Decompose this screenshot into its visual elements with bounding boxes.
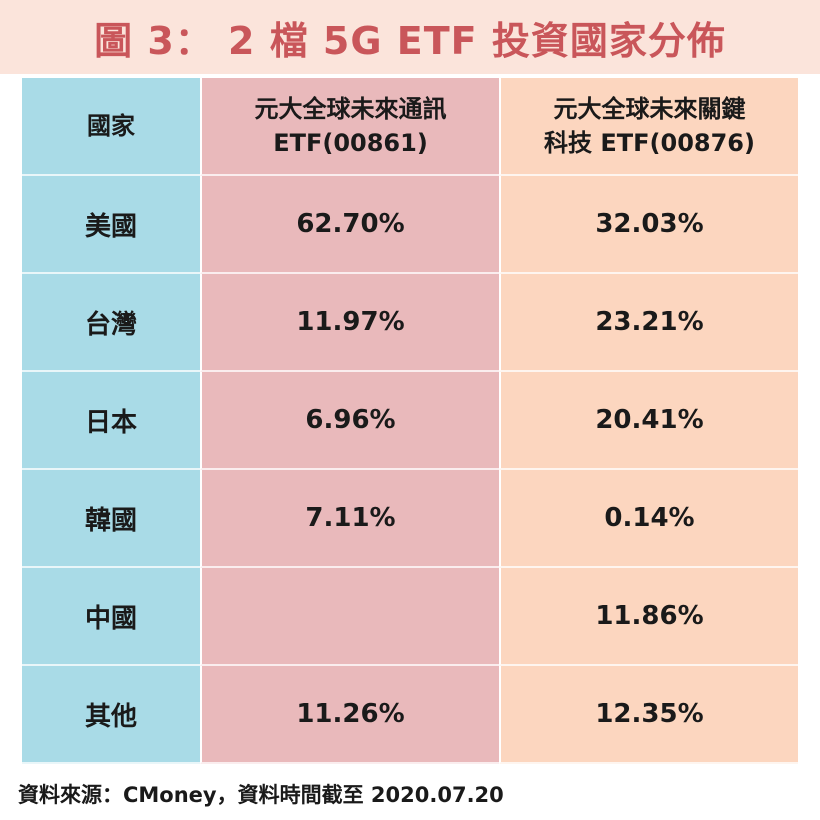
source-note: 資料來源：CMoney，資料時間截至 2020.07.20 [18,783,504,807]
row-etf-00876-cell: 12.35% [499,666,798,764]
header-country: 國家 [22,78,200,176]
header-etf-00861-line2: ETF(00861) [273,129,428,157]
row-etf-00876-cell: 32.03% [499,176,798,274]
header-etf-00876: 元大全球未來關鍵 科技 ETF(00876) [499,78,798,176]
row-etf-00876-cell: 11.86% [499,568,798,666]
row-etf-00876-cell: 23.21% [499,274,798,372]
title-band: 圖 3： 2 檔 5G ETF 投資國家分佈 [0,0,820,74]
row-country-cell: 其他 [22,666,200,764]
header-etf-00876-line1: 元大全球未來關鍵 [553,95,746,123]
row-country-cell: 台灣 [22,274,200,372]
row-etf-00861-cell: 11.97% [200,274,499,372]
row-etf-00861-cell: 7.11% [200,470,499,568]
row-country-cell: 韓國 [22,470,200,568]
header-etf-00861-line1: 元大全球未來通訊 [254,95,447,123]
row-etf-00876-cell: 0.14% [499,470,798,568]
row-country-cell: 日本 [22,372,200,470]
header-etf-00876-line2: 科技 ETF(00876) [544,129,755,157]
row-etf-00861-cell: 62.70% [200,176,499,274]
header-country-label: 國家 [87,112,135,140]
country-distribution-table: 國家 元大全球未來通訊 ETF(00861) 元大全球未來關鍵 科技 ETF(0… [22,78,798,766]
page-title: 圖 3： 2 檔 5G ETF 投資國家分佈 [94,18,726,63]
header-etf-00861: 元大全球未來通訊 ETF(00861) [200,78,499,176]
row-etf-00876-cell: 20.41% [499,372,798,470]
row-country-cell: 美國 [22,176,200,274]
row-etf-00861-cell: 6.96% [200,372,499,470]
row-etf-00861-cell: 11.26% [200,666,499,764]
row-country-cell: 中國 [22,568,200,666]
row-etf-00861-cell [200,568,499,666]
